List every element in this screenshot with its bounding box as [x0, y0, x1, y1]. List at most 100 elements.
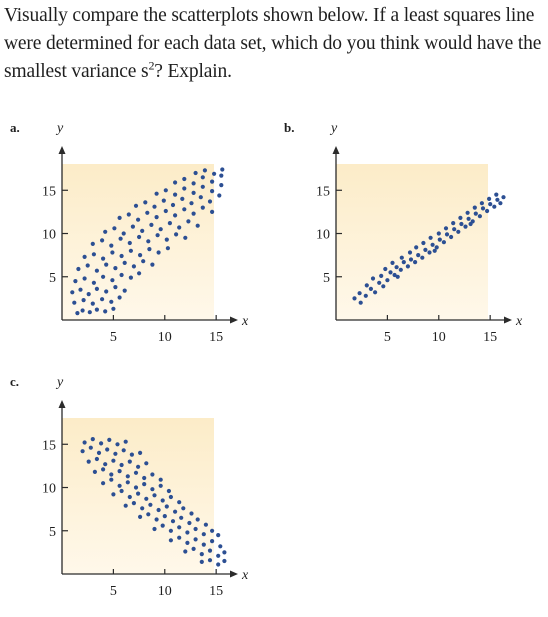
data-point	[363, 293, 368, 298]
x-axis-arrow	[230, 316, 238, 324]
x-axis-arrow	[504, 316, 512, 324]
data-point	[182, 176, 187, 182]
data-point	[465, 210, 470, 215]
data-point	[414, 245, 419, 250]
data-point	[133, 485, 139, 490]
data-point	[110, 278, 115, 283]
data-point	[177, 535, 182, 540]
data-point	[193, 170, 198, 176]
data-point	[91, 280, 96, 285]
data-point	[78, 287, 83, 292]
data-point	[390, 260, 395, 265]
scatterplot-a-svg: a. y x 5 10 15 5 10 15	[10, 120, 249, 345]
data-point	[195, 223, 200, 228]
data-point	[121, 231, 126, 236]
data-point	[111, 306, 116, 311]
y-tick-label: 15	[316, 184, 330, 199]
data-point	[173, 213, 178, 218]
data-point	[152, 493, 157, 498]
x-tick-label: 5	[384, 330, 391, 345]
data-point	[201, 542, 206, 547]
data-point	[150, 472, 155, 477]
question-text: Visually compare the scatterplots shown …	[4, 2, 544, 86]
y-tick-label: 5	[49, 525, 56, 540]
y-tick-label: 5	[49, 271, 56, 286]
data-point	[379, 273, 384, 278]
x-tick-label: 10	[432, 330, 446, 345]
data-point	[130, 224, 135, 229]
data-point	[408, 257, 414, 262]
data-point	[138, 450, 143, 455]
data-point	[216, 533, 221, 538]
data-point	[101, 481, 106, 486]
data-point	[416, 253, 421, 258]
data-point	[104, 262, 109, 267]
data-point	[72, 300, 77, 305]
data-point	[125, 474, 130, 479]
data-point	[100, 238, 105, 243]
data-point	[501, 195, 506, 200]
data-point	[401, 260, 406, 265]
data-point	[207, 548, 213, 553]
data-point	[122, 260, 127, 265]
data-point	[110, 250, 115, 255]
data-point	[158, 477, 163, 482]
x-tick-label: 15	[209, 330, 223, 345]
data-point	[107, 437, 112, 442]
data-point	[399, 255, 404, 260]
scatterplot-b-svg: b. y x 5 10 15 5 10 15	[284, 120, 523, 345]
data-point	[142, 475, 147, 481]
data-point	[189, 201, 194, 206]
data-point	[133, 470, 139, 475]
data-point	[443, 226, 449, 231]
data-point	[113, 285, 118, 290]
data-point	[111, 492, 116, 497]
data-point	[210, 539, 215, 544]
data-point	[441, 240, 446, 245]
data-point	[122, 288, 127, 293]
question-main-text: Visually compare the scatterplots shown …	[4, 5, 542, 82]
data-point	[200, 184, 205, 189]
data-point	[103, 462, 108, 467]
data-point	[473, 211, 478, 216]
data-point	[180, 196, 185, 201]
data-point	[141, 259, 146, 264]
panel-label: a.	[10, 120, 20, 135]
data-point	[373, 290, 378, 295]
data-point	[115, 442, 120, 447]
data-point	[88, 445, 93, 450]
data-point	[199, 552, 204, 557]
data-point	[168, 528, 173, 533]
data-point	[456, 229, 461, 234]
data-point	[216, 553, 221, 558]
y-tick-label: 10	[42, 482, 56, 497]
data-point	[128, 248, 133, 253]
y-tick-label: 15	[42, 184, 56, 199]
data-point	[368, 286, 373, 291]
data-point	[413, 260, 418, 265]
y-axis-arrow	[58, 146, 66, 154]
data-point	[185, 530, 190, 535]
data-point	[154, 191, 159, 196]
data-point	[170, 519, 176, 524]
data-point	[381, 284, 386, 289]
data-point	[407, 250, 413, 255]
data-point	[383, 266, 388, 272]
data-point	[154, 215, 159, 220]
data-point	[101, 274, 106, 279]
data-point	[152, 204, 157, 209]
plot-background	[62, 164, 214, 320]
data-point	[388, 270, 393, 275]
data-point	[168, 494, 173, 500]
data-point	[432, 248, 437, 253]
data-point	[144, 496, 149, 501]
data-point	[198, 195, 203, 200]
data-point	[177, 525, 182, 530]
data-point	[117, 295, 122, 300]
data-point	[103, 309, 108, 314]
data-point	[140, 506, 145, 511]
data-point	[94, 307, 99, 312]
data-point	[392, 272, 397, 278]
data-point	[142, 482, 147, 487]
data-point	[143, 200, 148, 205]
